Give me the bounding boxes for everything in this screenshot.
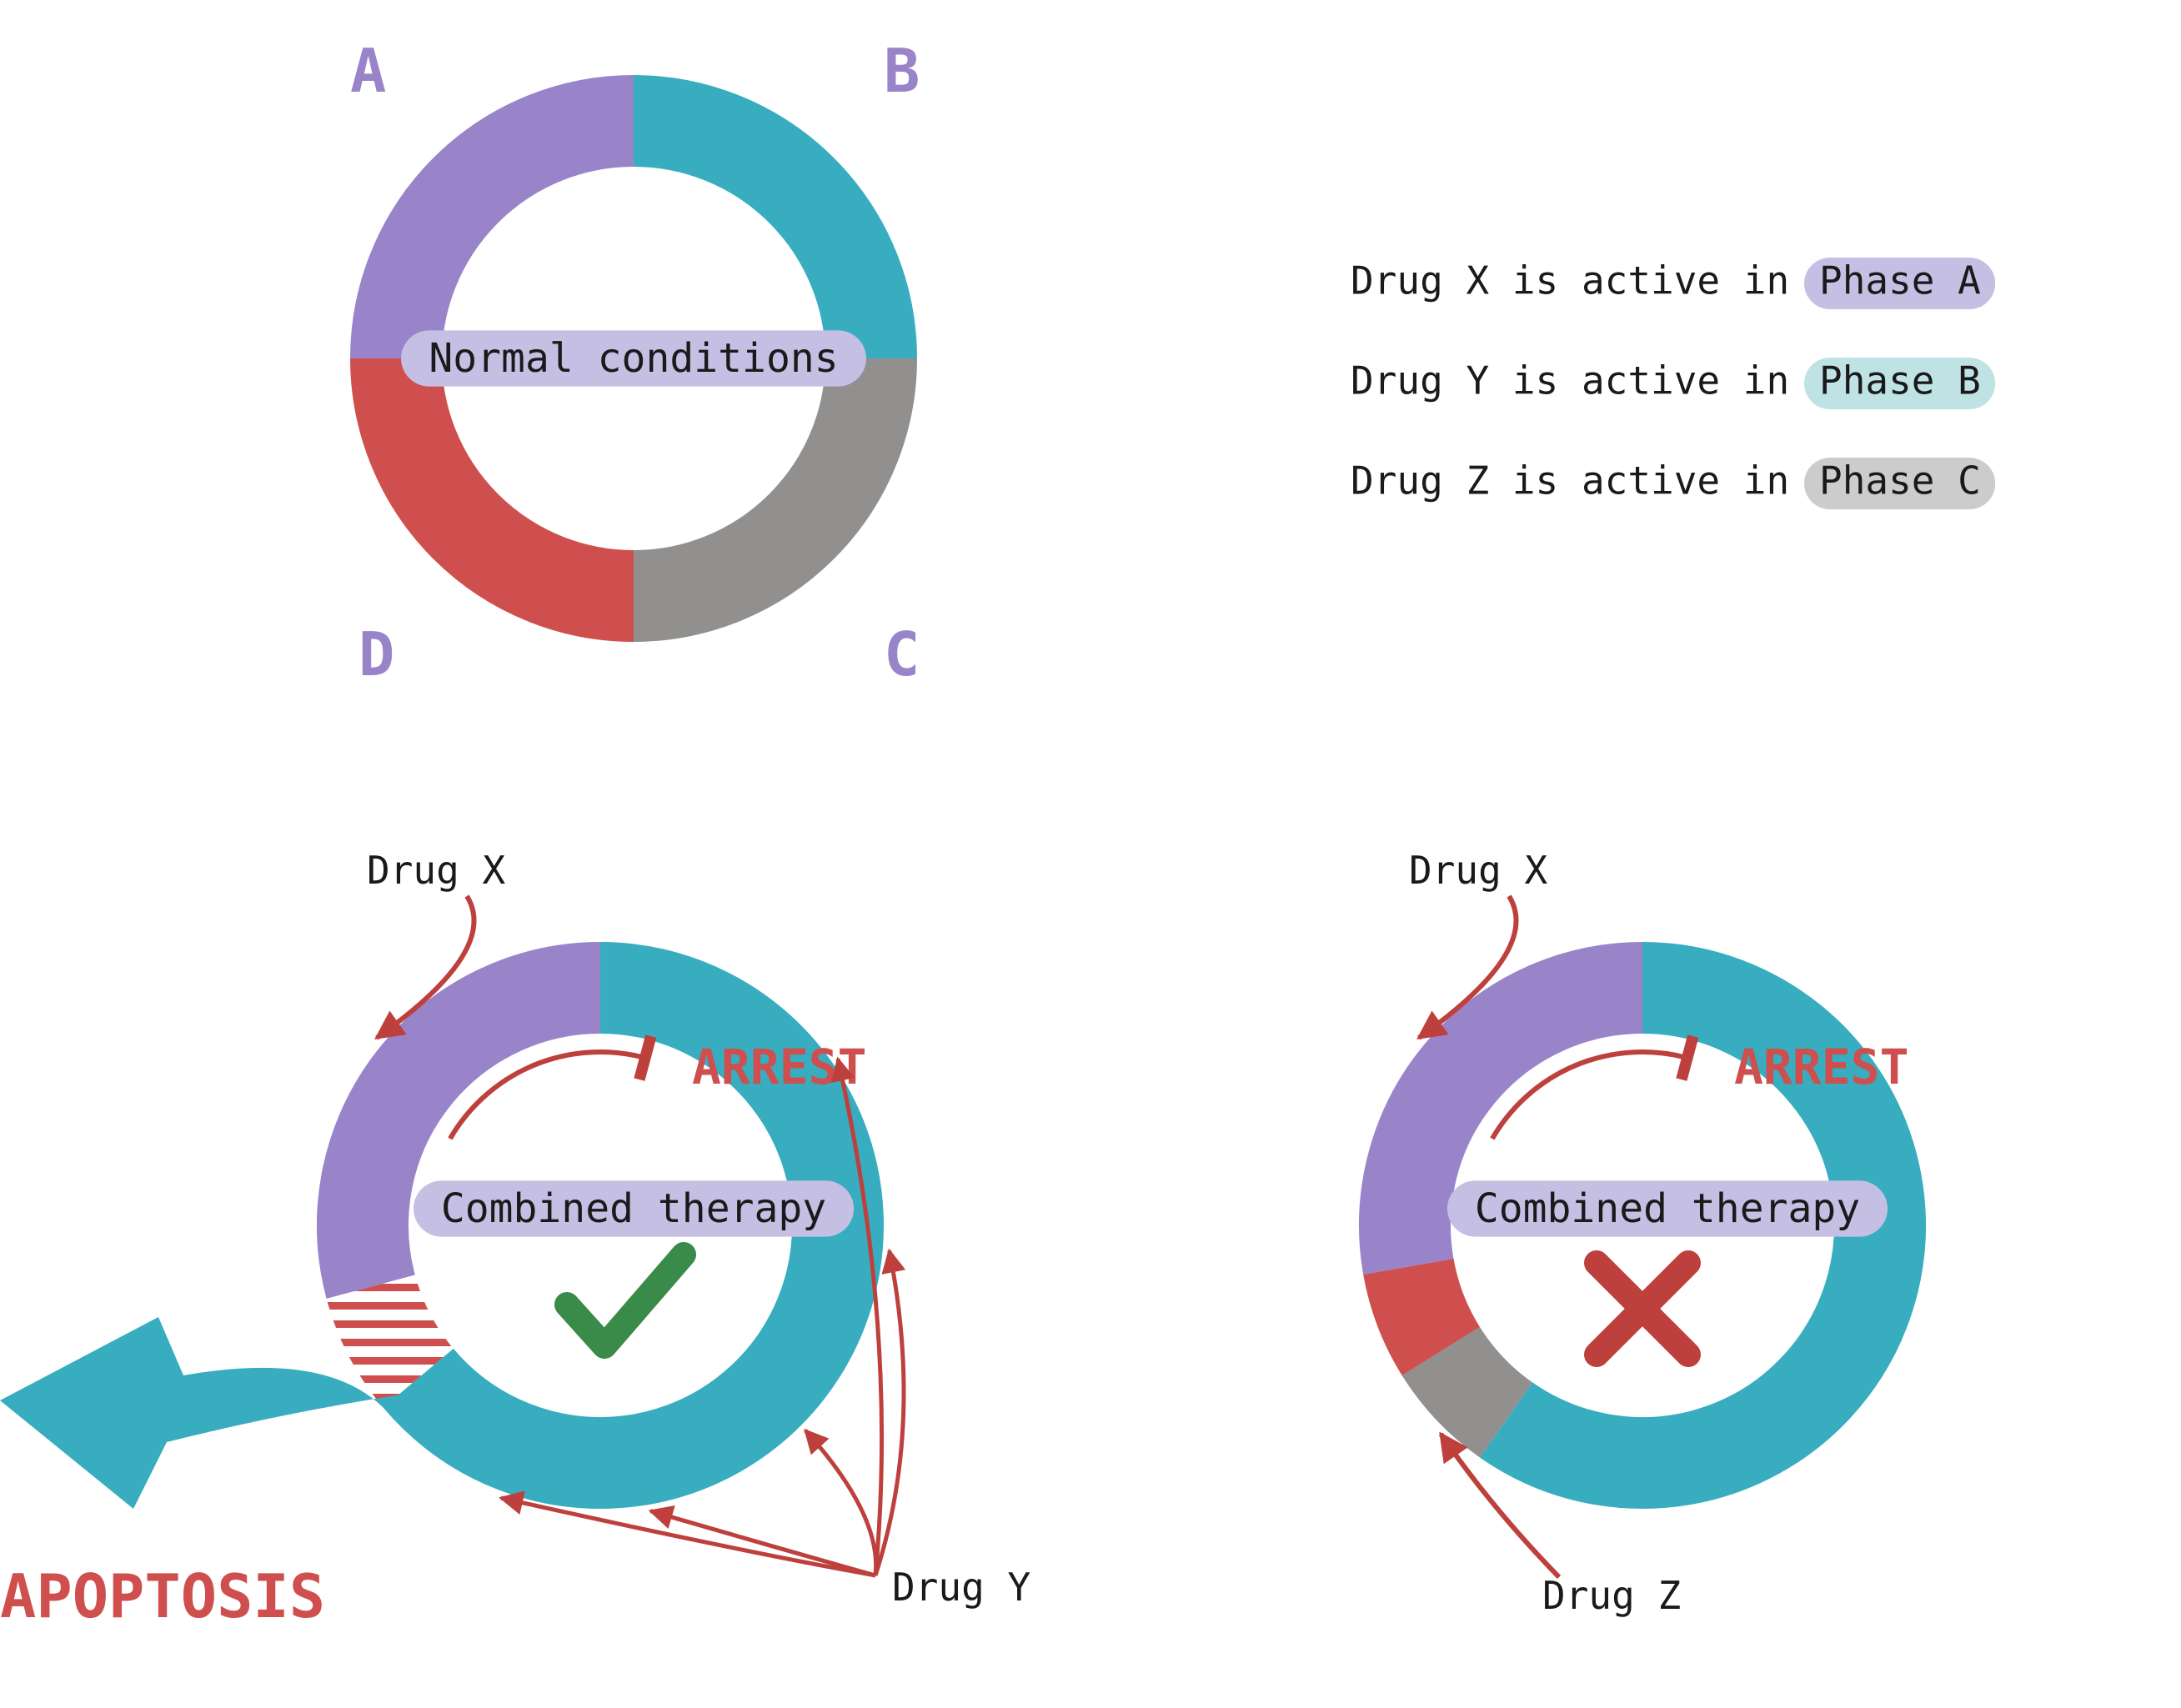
svg-text:Phase C: Phase C (1819, 458, 1981, 503)
svg-text:ARREST: ARREST (1734, 1039, 1909, 1095)
legend-line: Drug Z is active in (1351, 458, 1789, 503)
legend-line: Drug Y is active in (1351, 358, 1789, 403)
svg-text:Combined therapy: Combined therapy (1475, 1185, 1860, 1232)
svg-text:Phase A: Phase A (1819, 258, 1981, 303)
ring-segment (1441, 1351, 1506, 1420)
ring-hatch (371, 1287, 419, 1378)
svg-text:Drug Z: Drug Z (1542, 1573, 1681, 1618)
svg-text:C: C (884, 619, 920, 689)
ring-segment (363, 988, 600, 1287)
svg-text:B: B (884, 36, 920, 106)
svg-text:APOPTOSIS: APOPTOSIS (0, 1561, 325, 1631)
svg-text:Drug Y: Drug Y (892, 1565, 1030, 1610)
ring-segment (634, 121, 871, 358)
ring-segment (396, 358, 634, 596)
ring-segment (396, 121, 634, 358)
svg-text:Normal conditions: Normal conditions (429, 335, 838, 382)
ring-segment (1408, 1266, 1441, 1351)
arrow-drug-y (805, 1430, 876, 1575)
x-icon (1597, 1263, 1688, 1355)
svg-text:D: D (358, 619, 394, 689)
diagram-svg: Normal conditions A B C D Drug X is active in… (0, 0, 2181, 1708)
arrow-drug-y (501, 1498, 875, 1575)
legend-line: Drug X is active in (1351, 258, 1789, 303)
ring-segment (634, 358, 871, 596)
svg-text:A: A (350, 36, 386, 106)
svg-text:Drug X: Drug X (1409, 848, 1547, 893)
svg-text:Drug X: Drug X (367, 848, 505, 893)
svg-text:Phase B: Phase B (1819, 358, 1981, 403)
svg-text:Combined therapy: Combined therapy (441, 1185, 826, 1232)
diagram-root: Normal conditions A B C D Drug X is active in… (0, 0, 2181, 1708)
arrow-drug-y (650, 1511, 875, 1575)
check-icon (567, 1255, 684, 1346)
